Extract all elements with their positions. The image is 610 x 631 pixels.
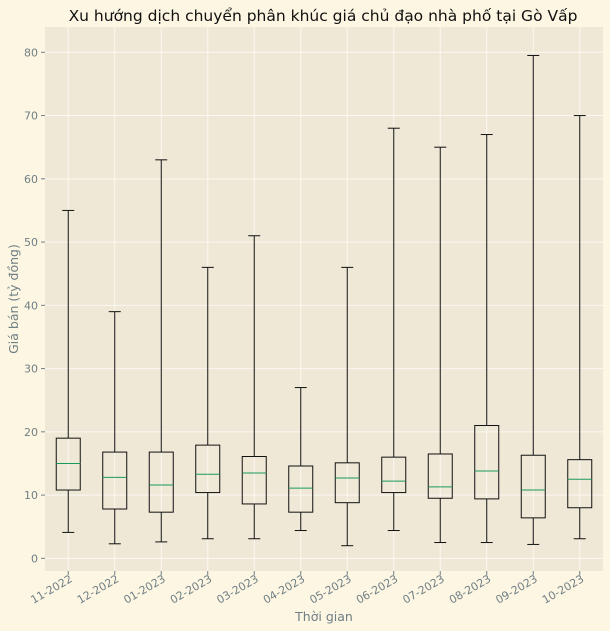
iqr-box <box>148 451 174 513</box>
iqr-box <box>520 454 546 519</box>
x-axis-label: Thời gian <box>294 609 353 624</box>
box-10-2023 <box>567 115 593 540</box>
y-axis-label: Giá bán (tỷ đồng) <box>6 244 21 354</box>
iqr-box <box>288 465 314 513</box>
iqr-box <box>334 462 360 504</box>
x-tick-label: 10-2023 <box>540 572 586 606</box>
iqr-box <box>567 459 593 509</box>
box-12-2022 <box>102 311 128 545</box>
y-tick-label: 30 <box>24 363 38 376</box>
x-tick-label: 04-2023 <box>261 572 307 606</box>
chart-title: Xu hướng dịch chuyển phân khúc giá chủ đ… <box>69 7 578 25</box>
y-axis-ticks: 0 10 20 30 40 50 60 70 80 <box>24 46 45 565</box>
x-tick-label: 08-2023 <box>447 572 493 606</box>
box-04-2023 <box>288 387 314 532</box>
box-02-2023 <box>195 266 221 540</box>
x-tick-label: 07-2023 <box>400 572 446 606</box>
y-tick-label: 10 <box>24 489 38 502</box>
y-tick-label: 0 <box>31 552 38 565</box>
plot-area <box>45 27 603 571</box>
iqr-box <box>381 456 407 494</box>
box-06-2023 <box>381 127 407 532</box>
x-tick-label: 05-2023 <box>307 572 353 606</box>
y-tick-label: 50 <box>24 236 38 249</box>
x-tick-label: 06-2023 <box>354 572 400 606</box>
y-tick-label: 20 <box>24 426 38 439</box>
x-tick-label: 02-2023 <box>168 572 214 606</box>
y-tick-label: 60 <box>24 173 38 186</box>
boxes-layer <box>55 54 593 547</box>
box-08-2023 <box>474 134 500 544</box>
box-07-2023 <box>427 146 453 544</box>
box-03-2023 <box>241 235 267 540</box>
y-tick-label: 40 <box>24 299 38 312</box>
iqr-box <box>427 453 453 499</box>
x-tick-label: 12-2022 <box>75 572 121 606</box>
y-tick-label: 80 <box>24 46 38 59</box>
iqr-box <box>241 456 267 505</box>
iqr-box <box>195 444 221 494</box>
box-01-2023 <box>148 159 174 543</box>
iqr-box <box>102 451 128 510</box>
box-05-2023 <box>334 266 360 547</box>
x-tick-label: 03-2023 <box>214 572 260 606</box>
y-tick-label: 70 <box>24 110 38 123</box>
box-11-2022 <box>55 209 81 533</box>
x-tick-label: 11-2022 <box>28 572 74 606</box>
x-tick-label: 09-2023 <box>493 572 539 606</box>
iqr-box <box>474 425 500 500</box>
x-axis-ticks: 11-2022 12-2022 01-2023 02-2023 03-2023 04-20… <box>28 571 586 607</box>
box-09-2023 <box>520 54 546 545</box>
iqr-box <box>55 437 81 491</box>
x-tick-label: 01-2023 <box>121 572 167 606</box>
